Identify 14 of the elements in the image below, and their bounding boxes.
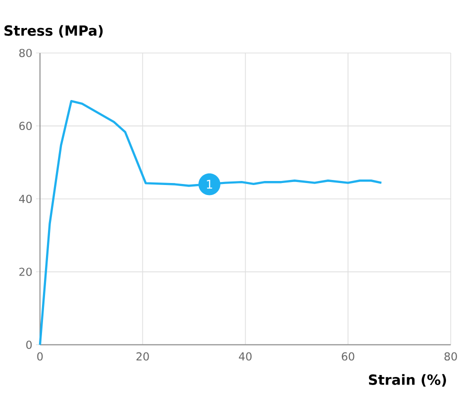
y-tick-label: 60 <box>19 122 32 130</box>
x-tick-label: 80 <box>444 352 457 361</box>
x-tick-label: 40 <box>238 352 252 361</box>
line-series <box>38 100 382 346</box>
y-tick-label: 0 <box>26 340 32 350</box>
x-tick-label: 60 <box>342 352 354 361</box>
x-tick-label: 20 <box>136 352 149 361</box>
x-tick-label: 0 <box>37 352 43 361</box>
y-tick-label: 40 <box>19 194 32 204</box>
x-axis-title: Strain (%) <box>368 374 446 387</box>
y-tick-label: 20 <box>19 268 32 276</box>
annotation: 1 <box>206 180 212 189</box>
y-tick-label: 80 <box>19 48 32 58</box>
y-axis-title: Stress (MPa) <box>4 25 103 38</box>
